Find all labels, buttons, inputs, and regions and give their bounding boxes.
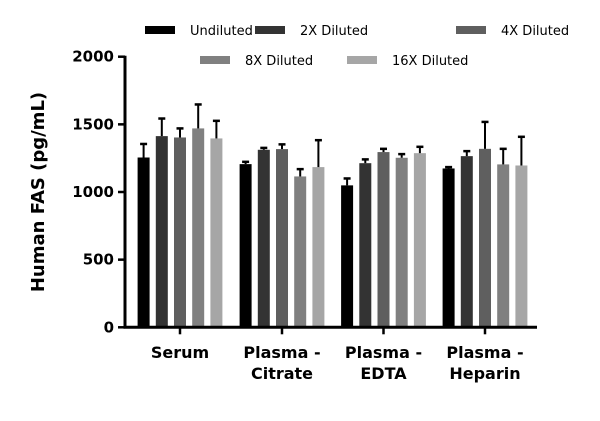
bar xyxy=(257,149,270,328)
y-tick-label: 0 xyxy=(104,318,114,336)
y-tick-label: 2000 xyxy=(72,48,114,66)
legend-swatch xyxy=(200,56,230,64)
bar xyxy=(359,163,372,328)
legend-label: Undiluted xyxy=(190,24,253,39)
bar xyxy=(377,152,390,328)
bar xyxy=(192,128,205,328)
bars xyxy=(137,103,528,328)
bar xyxy=(312,167,325,328)
x-tick-label: Citrate xyxy=(251,364,313,383)
bar xyxy=(341,185,354,328)
bar xyxy=(497,164,510,328)
bar xyxy=(395,157,408,328)
x-tick-label: EDTA xyxy=(360,364,407,383)
legend-swatch xyxy=(347,56,377,64)
bar xyxy=(294,176,307,328)
x-tick-label: Plasma - xyxy=(243,343,320,362)
bar xyxy=(413,153,426,328)
x-tick-label: Plasma - xyxy=(446,343,523,362)
y-tick-label: 1500 xyxy=(72,115,114,133)
bar xyxy=(276,149,288,328)
legend-label: 16X Diluted xyxy=(392,54,468,69)
legend-label: 4X Diluted xyxy=(501,24,569,39)
bar xyxy=(239,164,252,328)
x-tick-label: Plasma - xyxy=(345,343,422,362)
axes: 0 500 1000 1500 2000 Serum Plasma - Citrate Plas… xyxy=(72,48,537,383)
y-tick-label: 1000 xyxy=(72,183,114,201)
legend-swatch xyxy=(255,26,285,34)
legend-swatch xyxy=(145,26,175,34)
bar xyxy=(210,138,223,328)
legend-label: 2X Diluted xyxy=(300,24,368,39)
legend: Undiluted 2X Diluted 4X Diluted 8X Diluted 1… xyxy=(145,24,569,69)
x-tick-label: Heparin xyxy=(449,364,520,383)
bar xyxy=(174,137,186,328)
y-tick-label: 500 xyxy=(83,251,114,269)
bar xyxy=(479,148,491,328)
bar xyxy=(155,136,168,328)
bar xyxy=(137,157,150,328)
legend-swatch xyxy=(456,26,486,34)
bar xyxy=(460,156,473,328)
bar xyxy=(515,165,528,328)
y-axis-label: Human FAS (pg/mL) xyxy=(28,92,49,292)
legend-label: 8X Diluted xyxy=(245,54,313,69)
x-tick-label: Serum xyxy=(151,343,209,362)
bar xyxy=(442,168,455,328)
